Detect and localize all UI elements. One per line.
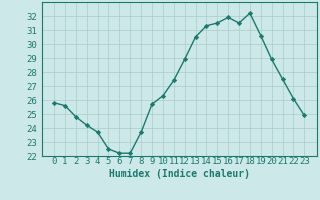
X-axis label: Humidex (Indice chaleur): Humidex (Indice chaleur) <box>109 169 250 179</box>
